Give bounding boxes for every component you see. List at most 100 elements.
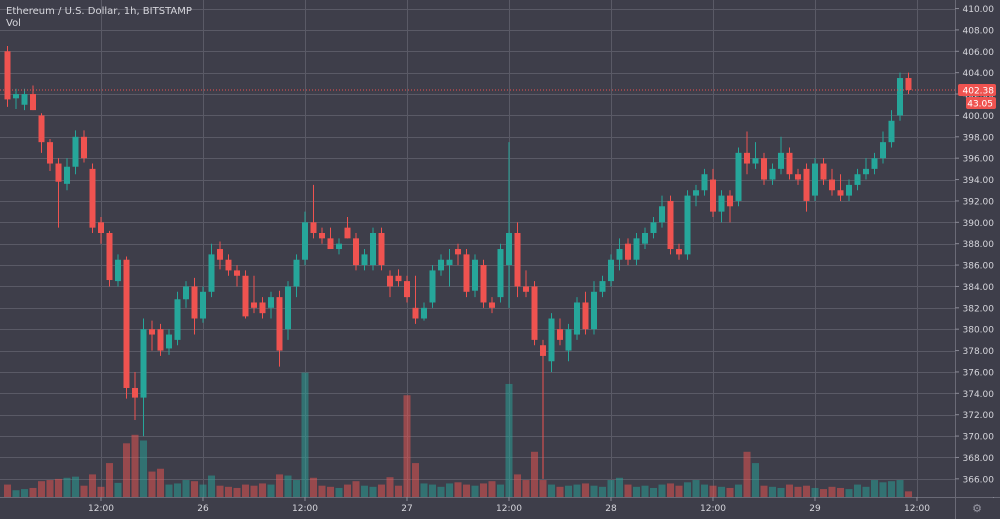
volume-bar <box>293 480 300 497</box>
volume-bar <box>718 486 725 497</box>
candle-body <box>642 233 648 244</box>
chart-legend: Ethereum / U.S. Dollar, 1h, BITSTAMP Vol <box>6 6 192 30</box>
candle-body <box>608 259 614 282</box>
volume-bar <box>811 487 819 497</box>
candle-body <box>574 302 580 335</box>
volume-bar <box>735 484 742 497</box>
volume-bar <box>72 476 79 497</box>
volume-bar <box>318 485 326 497</box>
candle-body <box>701 174 708 191</box>
candle-body <box>472 259 478 291</box>
candle-body <box>225 259 232 271</box>
volume-bar <box>896 480 904 497</box>
candle-body <box>4 51 11 100</box>
volume-bar <box>743 451 751 497</box>
price-tick-label: 388.00 <box>963 240 995 250</box>
volume-bar <box>505 383 513 497</box>
candle-body <box>115 259 121 282</box>
volume-bar <box>378 484 385 497</box>
candle-body <box>98 222 104 234</box>
volume-bar <box>641 485 649 497</box>
price-tick-label: 396.00 <box>963 155 995 165</box>
candle-body <box>310 222 317 234</box>
candle-body <box>684 195 691 255</box>
volume-bar <box>879 482 887 497</box>
candle-body <box>38 115 45 143</box>
volume-bar <box>709 485 717 497</box>
candle-body <box>591 291 597 330</box>
candle-body <box>888 120 895 143</box>
candle-body <box>395 275 402 282</box>
candle-body <box>302 222 308 260</box>
candle-body <box>166 334 172 349</box>
volume-bar <box>174 483 181 497</box>
candle-body <box>744 152 750 164</box>
volume-bar <box>463 484 470 497</box>
candle-body <box>633 238 640 260</box>
price-tick-label: 410.00 <box>963 5 995 15</box>
time-tick-label: 27 <box>401 504 412 514</box>
time-tick-label: 12:00 <box>88 504 114 514</box>
candle-body <box>795 174 801 180</box>
candle-body <box>582 302 589 330</box>
volume-bar <box>820 489 827 497</box>
candle-body <box>837 190 844 196</box>
candle-body <box>905 78 912 90</box>
price-tick-label: 376.00 <box>963 368 995 378</box>
candle-body <box>863 168 869 175</box>
volume-bar <box>284 475 292 497</box>
volume-bar <box>777 487 785 497</box>
candle-body <box>208 254 215 292</box>
candle-body <box>667 200 674 250</box>
candle-body <box>752 158 759 164</box>
price-axis[interactable]: 366.00 368.00 370.00 372.00 374.00 376.00 378.… <box>955 0 1000 519</box>
candle-body <box>149 329 155 335</box>
candle-body <box>174 299 181 340</box>
price-tick-label: 366.00 <box>963 475 995 485</box>
volume-bar <box>403 395 411 497</box>
volume-bar <box>845 489 853 497</box>
candle-body <box>361 254 368 266</box>
volume-bar <box>310 477 317 497</box>
candle-body <box>506 233 512 266</box>
volume-bar <box>871 480 878 497</box>
time-tick-label: 26 <box>197 504 209 514</box>
candle-body <box>47 142 53 164</box>
candle-body <box>200 291 206 319</box>
candle-body <box>497 249 504 298</box>
price-candles <box>4 45 912 479</box>
volume-bar <box>752 463 759 497</box>
candle-body <box>123 259 130 388</box>
volume-bar <box>794 486 802 497</box>
volume-bar <box>658 484 666 497</box>
price-tick-label: 374.00 <box>963 390 995 400</box>
volume-bar <box>55 478 62 497</box>
candle-body <box>30 94 36 111</box>
candle-body <box>540 345 546 356</box>
candle-body <box>846 184 852 196</box>
candle-body <box>293 259 300 287</box>
volume-bar <box>21 489 28 497</box>
candle-body <box>183 286 189 300</box>
price-tick-label: 408.00 <box>963 26 995 36</box>
volume-bar <box>395 485 402 497</box>
volume-bar <box>522 480 530 497</box>
candle-body <box>659 206 665 223</box>
price-tick-label: 384.00 <box>963 283 995 293</box>
candle-body <box>319 233 325 239</box>
volume-bar <box>888 481 895 497</box>
candle-body <box>650 222 657 234</box>
candle-body <box>718 195 725 212</box>
candle-body <box>344 227 351 239</box>
volume-bar <box>97 486 105 497</box>
volume-bar <box>276 474 283 497</box>
volume-bar <box>267 484 275 497</box>
settings-gear-icon[interactable]: ⚙ <box>972 502 982 515</box>
candle-body <box>897 78 903 116</box>
volume-bar <box>301 372 309 497</box>
price-tick-label: 386.00 <box>963 262 995 272</box>
volume-bar <box>488 481 496 497</box>
